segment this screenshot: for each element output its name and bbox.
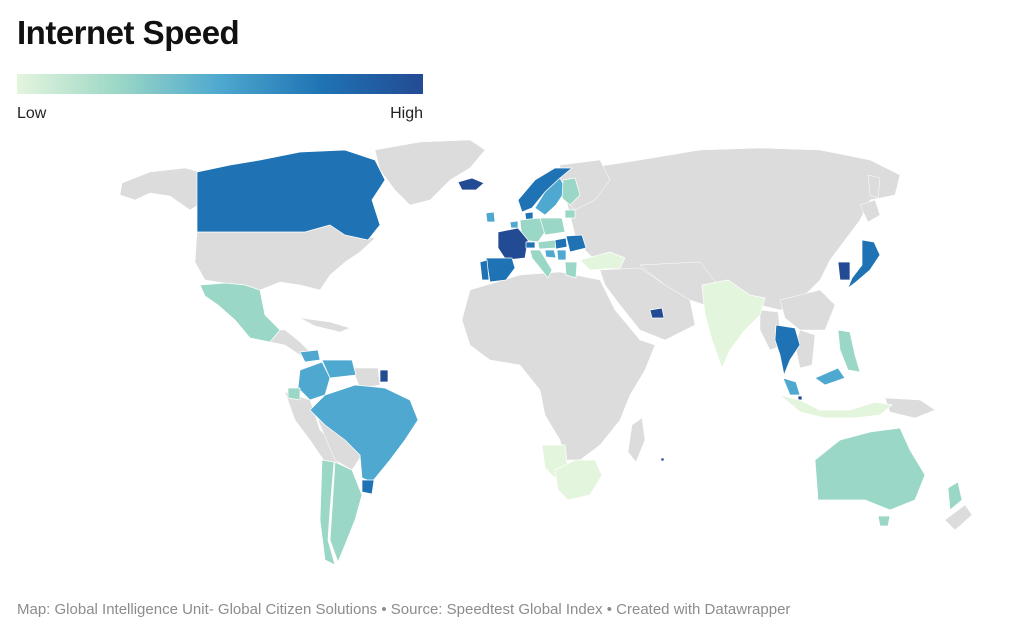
- country-greece: [564, 261, 578, 279]
- footer-source: • Source: Speedtest Global Index: [377, 601, 603, 618]
- land-greenland: [374, 139, 486, 206]
- country-thailand: [774, 324, 801, 376]
- country-chile: [319, 459, 336, 566]
- country-spain: [485, 257, 516, 283]
- country-venezuela: [321, 359, 357, 379]
- land-new-zealand-south: [944, 504, 973, 531]
- land-alaska: [119, 167, 201, 211]
- country-portugal: [479, 259, 490, 281]
- country-italy: [529, 249, 553, 279]
- land-africa: [461, 271, 656, 461]
- country-hungary: [554, 237, 568, 250]
- legend-gradient-bar: [17, 74, 423, 94]
- country-malaysia-borneo: [814, 367, 846, 386]
- country-japan: [847, 239, 881, 289]
- country-brazil: [309, 384, 419, 483]
- footer-map-credit: Map: Global Intelligence Unit- Global Ci…: [17, 601, 378, 618]
- land-middle-east: [599, 267, 696, 341]
- map-title: Internet Speed: [17, 14, 240, 51]
- land-caribbean: [299, 317, 351, 333]
- country-india: [701, 279, 766, 369]
- country-indonesia: [779, 394, 893, 419]
- land-china-se: [779, 289, 836, 331]
- country-ecuador: [287, 387, 301, 401]
- country-poland: [539, 217, 566, 236]
- land-vietnam: [794, 329, 816, 369]
- land-japan-north: [859, 199, 881, 223]
- country-argentina: [329, 461, 363, 563]
- land-madagascar: [627, 417, 646, 463]
- legend-low-label: Low: [17, 105, 47, 122]
- country-turkey: [579, 251, 626, 271]
- no-data-landmasses: [119, 139, 973, 531]
- country-south-africa: [554, 459, 603, 501]
- country-uae: [649, 307, 665, 319]
- country-romania: [565, 234, 587, 253]
- country-australia: [814, 427, 926, 511]
- country-mexico: [199, 282, 281, 343]
- country-switzerland: [525, 241, 536, 249]
- legend-high-label: High: [390, 105, 423, 122]
- country-france: [497, 227, 529, 261]
- country-tasmania: [877, 515, 891, 527]
- country-iceland: [457, 177, 485, 191]
- country-french-guiana: [379, 369, 389, 383]
- land-guyana-suriname: [351, 367, 381, 389]
- footer-created-with: • Created with Datawrapper: [602, 601, 791, 618]
- country-finland: [561, 177, 581, 206]
- land-sakhalin: [867, 174, 881, 199]
- country-lithuania: [564, 209, 576, 219]
- data-countries: [196, 149, 963, 566]
- country-south-korea: [837, 261, 851, 281]
- country-singapore: [797, 395, 803, 401]
- world-map: [119, 139, 973, 566]
- country-croatia: [544, 249, 557, 259]
- country-netherlands: [509, 220, 519, 229]
- country-philippines: [837, 329, 861, 373]
- country-new-zealand: [947, 481, 963, 511]
- footer-credits: Map: Global Intelligence Unit- Global Ci…: [17, 601, 790, 618]
- country-malaysia: [782, 377, 801, 396]
- country-canada: [196, 149, 386, 241]
- land-papua: [884, 397, 936, 419]
- country-costa-rica-panama: [299, 349, 321, 363]
- country-ireland: [485, 211, 496, 223]
- color-legend: Low High: [17, 74, 423, 127]
- country-uruguay: [361, 479, 375, 495]
- country-mauritius: [660, 457, 665, 462]
- country-serbia: [556, 249, 567, 261]
- country-austria: [537, 239, 557, 250]
